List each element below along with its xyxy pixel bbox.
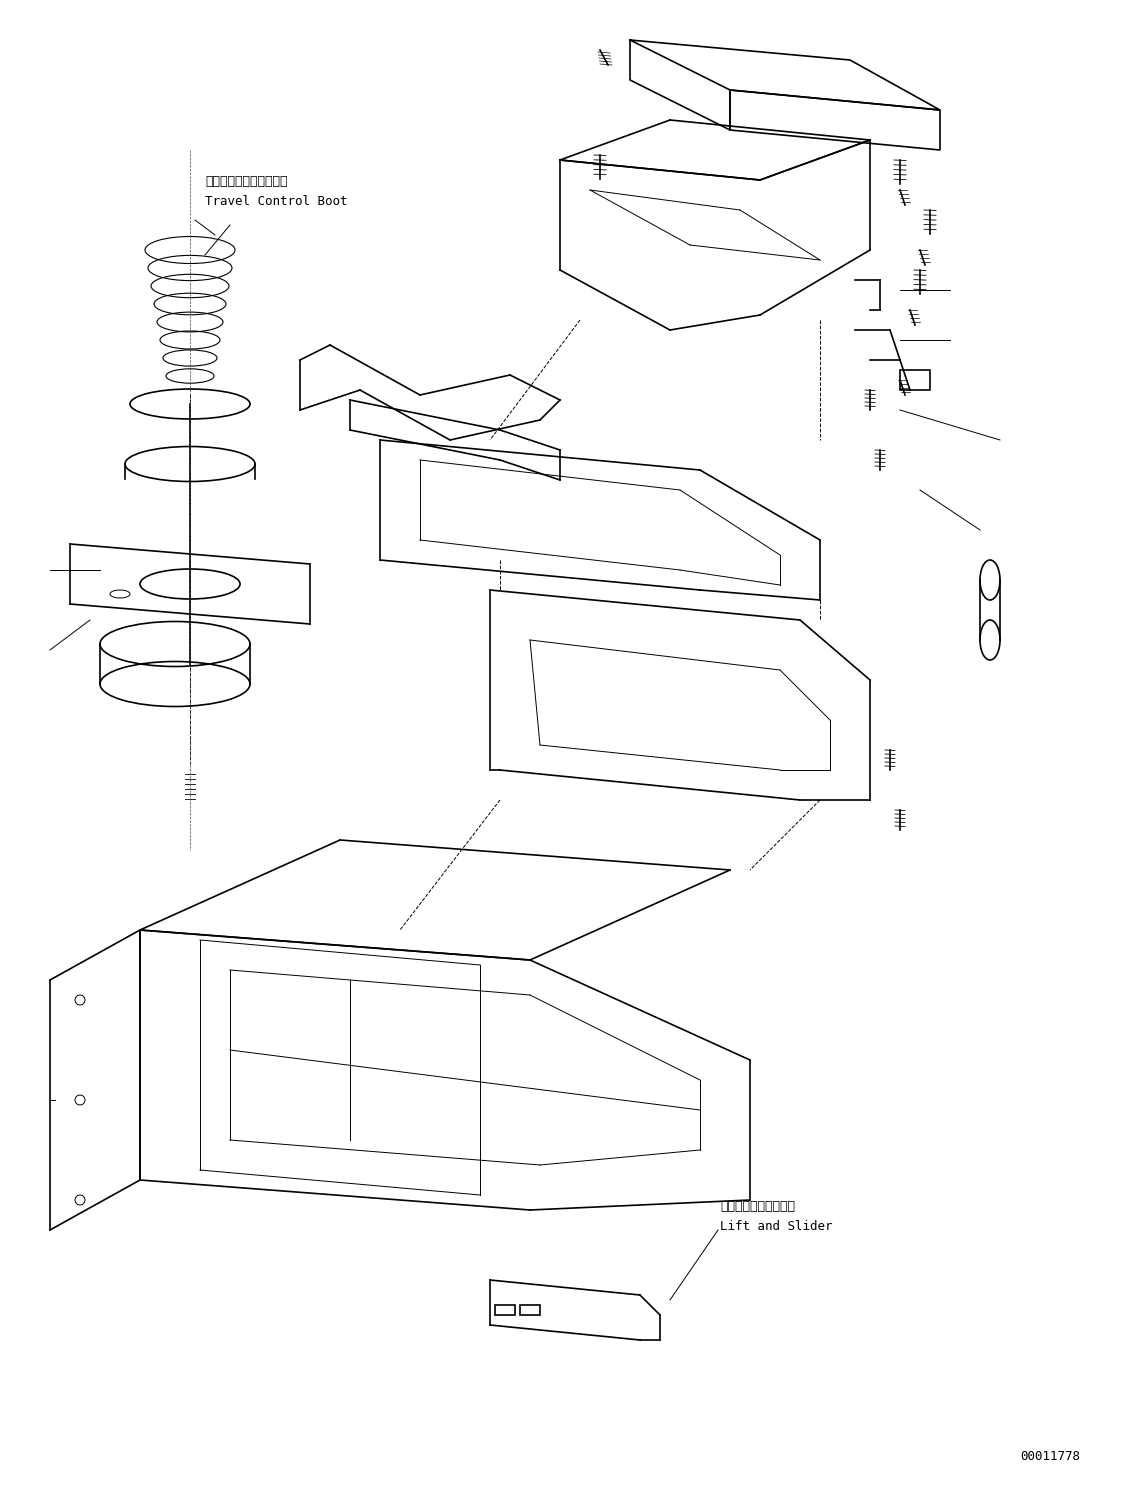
Text: Travel Control Boot: Travel Control Boot [205,195,348,208]
Text: リフトおよびスライダ: リフトおよびスライダ [720,1200,795,1214]
Text: Lift and Slider: Lift and Slider [720,1219,832,1233]
Bar [901,369,930,390]
Bar [520,1304,540,1315]
Text: 走行コントロールブート: 走行コントロールブート [205,176,288,188]
Text: 00011778: 00011778 [1020,1450,1080,1464]
Bar [495,1304,515,1315]
